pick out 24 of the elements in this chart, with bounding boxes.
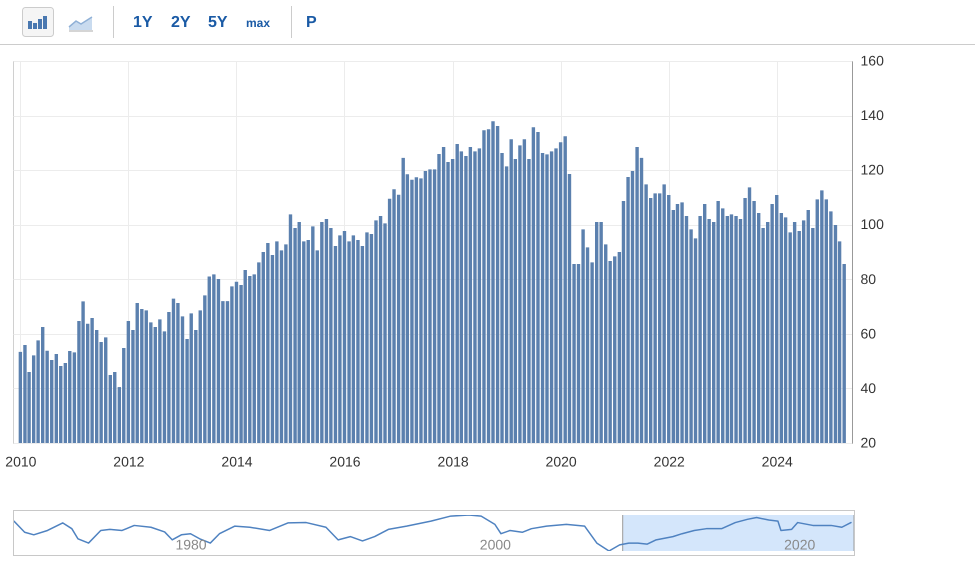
text: 1Y bbox=[133, 13, 153, 33]
x-tick-label: 2018 bbox=[438, 454, 469, 470]
x-tick-label: 2000 bbox=[480, 536, 512, 552]
x-tick-label: 2014 bbox=[221, 454, 253, 470]
y-tick-label: 120 bbox=[860, 162, 884, 178]
x-tick-label: 2022 bbox=[654, 454, 686, 470]
y-tick-label: 160 bbox=[860, 52, 884, 68]
text: P bbox=[306, 13, 317, 33]
y-tick-label: 140 bbox=[860, 107, 884, 124]
x-tick-label: 2012 bbox=[113, 454, 145, 470]
x-tick-label: 2024 bbox=[762, 454, 794, 470]
x-tick-label: 2020 bbox=[784, 536, 816, 552]
x-tick-label: 2016 bbox=[329, 454, 361, 470]
y-tick-label: 40 bbox=[860, 380, 876, 396]
x-tick-label: 2010 bbox=[5, 454, 37, 470]
y-tick-label: 80 bbox=[860, 270, 876, 287]
x-tick-label: 1980 bbox=[175, 536, 207, 552]
y-tick-label: 20 bbox=[860, 434, 876, 450]
y-tick-label: 100 bbox=[860, 216, 884, 232]
y-tick-label: 60 bbox=[860, 325, 876, 342]
x-tick-label: 2020 bbox=[546, 454, 577, 470]
text: max bbox=[246, 15, 270, 32]
text: 2Y bbox=[171, 13, 191, 33]
text: 5Y bbox=[208, 13, 228, 33]
